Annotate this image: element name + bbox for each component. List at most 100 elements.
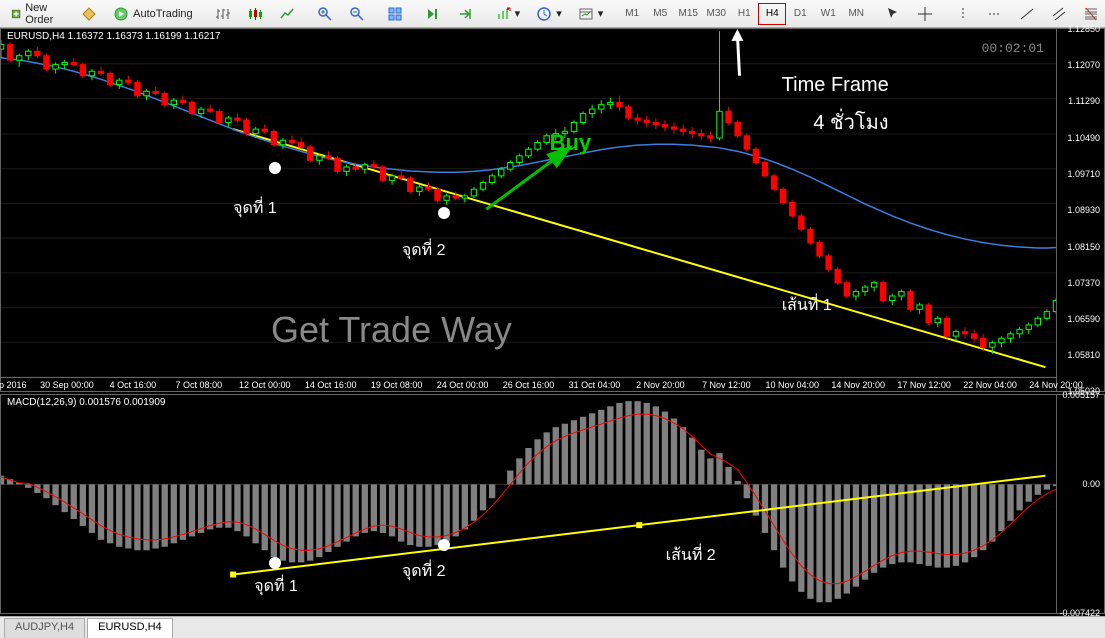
channel-icon <box>1051 6 1067 22</box>
expert-advisors-button[interactable] <box>74 3 104 25</box>
tile-windows-button[interactable] <box>380 3 410 25</box>
crosshair-button[interactable] <box>910 3 940 25</box>
periods-button[interactable]: ▾ <box>529 3 569 25</box>
chart-tab[interactable]: AUDJPY,H4 <box>4 618 85 638</box>
timeframe-m15-button[interactable]: M15 <box>674 3 702 25</box>
grid-icon <box>387 6 403 22</box>
y-tick-label: 1.11290 <box>1068 96 1100 106</box>
order-icon <box>11 6 21 22</box>
x-tick-label: 17 Nov 12:00 <box>897 380 951 390</box>
main-chart-svg <box>1 29 1056 377</box>
macd-point-2-dot <box>438 539 450 551</box>
chart-tabs: AUDJPY,H4EURUSD,H4 <box>0 616 1105 638</box>
timeframe-h4-button[interactable]: H4 <box>758 3 786 25</box>
timeframe-w1-button[interactable]: W1 <box>814 3 842 25</box>
y-tick-label: 1.08930 <box>1067 205 1100 215</box>
template-icon <box>578 6 594 22</box>
x-tick-label: 22 Nov 04:00 <box>963 380 1017 390</box>
point-1-dot <box>269 162 281 174</box>
x-tick-label: 30 Sep 00:00 <box>40 380 94 390</box>
main-plot-area: Get Trade Way จุดที่ 1 จุดที่ 2 เส้นที่ … <box>1 29 1056 377</box>
zoom-in-button[interactable] <box>310 3 340 25</box>
main-x-axis: 27 Sep 2016 30 Sep 00:00 4 Oct 16:00 7 Oct … <box>1 377 1056 391</box>
timeframe-mn-button[interactable]: MN <box>842 3 870 25</box>
main-price-chart[interactable]: EURUSD,H4 1.16372 1.16373 1.16199 1.1621… <box>0 28 1105 392</box>
x-tick-label: 19 Oct 08:00 <box>371 380 423 390</box>
x-tick-label: 2 Nov 20:00 <box>636 380 685 390</box>
chart-container: EURUSD,H4 1.16372 1.16373 1.16199 1.1621… <box>0 28 1105 616</box>
indicators-button[interactable]: ▾ <box>488 3 528 25</box>
y-tick-label: 1.10490 <box>1067 133 1100 143</box>
y-tick-label: 1.09710 <box>1067 169 1100 179</box>
macd-title: MACD(12,26,9) 0.001576 0.001909 <box>7 397 165 408</box>
x-tick-label: 26 Oct 16:00 <box>503 380 555 390</box>
clock-icon <box>536 6 552 22</box>
cursor-button[interactable] <box>878 3 908 25</box>
x-tick-label: 14 Nov 20:00 <box>831 380 885 390</box>
new-order-button[interactable]: New Order <box>4 3 66 25</box>
cursor-icon <box>885 6 901 22</box>
line-chart-button[interactable] <box>272 3 302 25</box>
x-tick-label: 10 Nov 04:00 <box>765 380 819 390</box>
fibo-button[interactable] <box>1076 3 1105 25</box>
y-tick-label: 1.08150 <box>1067 242 1100 252</box>
zoom-in-icon <box>317 6 333 22</box>
macd-y-tick-label: 0.00 <box>1082 479 1100 489</box>
x-tick-label: 12 Oct 00:00 <box>239 380 291 390</box>
bars-icon <box>215 6 231 22</box>
x-tick-label: 7 Nov 12:00 <box>702 380 751 390</box>
vline-button[interactable] <box>948 3 978 25</box>
timeframe-m5-button[interactable]: M5 <box>646 3 674 25</box>
trendline-icon <box>1019 6 1035 22</box>
vline-icon <box>955 6 971 22</box>
macd-chart[interactable]: MACD(12,26,9) 0.001576 0.001909 จุดที่ 1… <box>0 394 1105 614</box>
macd-svg <box>1 395 1056 613</box>
hline-button[interactable] <box>980 3 1010 25</box>
scroll-end-icon <box>425 6 441 22</box>
diamond-icon <box>81 6 97 22</box>
x-tick-label: 4 Oct 16:00 <box>110 380 157 390</box>
y-tick-label: 1.12070 <box>1067 60 1100 70</box>
timeframe-h1-button[interactable]: H1 <box>730 3 758 25</box>
x-tick-label: 24 Oct 00:00 <box>437 380 489 390</box>
autotrading-button[interactable]: AutoTrading <box>106 3 200 25</box>
timeframe-buttons: M1M5M15M30H1H4D1W1MN <box>618 3 870 25</box>
macd-plot-area: จุดที่ 1 จุดที่ 2 เส้นที่ 2 <box>1 395 1056 613</box>
trendline-button[interactable] <box>1012 3 1042 25</box>
x-tick-label: 27 Sep 2016 <box>0 380 27 390</box>
chart-title: EURUSD,H4 1.16372 1.16373 1.16199 1.1621… <box>7 31 221 42</box>
x-tick-label: 24 Nov 20:00 <box>1029 380 1083 390</box>
timeframe-d1-button[interactable]: D1 <box>786 3 814 25</box>
crosshair-icon <box>917 6 933 22</box>
zoom-out-button[interactable] <box>342 3 372 25</box>
line-icon <box>279 6 295 22</box>
point-2-dot <box>438 207 450 219</box>
x-tick-label: 31 Oct 04:00 <box>569 380 621 390</box>
shift-icon <box>457 6 473 22</box>
y-tick-label: 1.06590 <box>1067 314 1100 324</box>
chart-tab[interactable]: EURUSD,H4 <box>87 618 173 638</box>
indicators-icon <box>495 6 511 22</box>
new-order-label: New Order <box>25 2 59 26</box>
macd-y-tick-label: 0.005157 <box>1062 390 1100 400</box>
candle-chart-button[interactable] <box>240 3 270 25</box>
timeframe-m30-button[interactable]: M30 <box>702 3 730 25</box>
y-tick-label: 1.12850 <box>1067 24 1100 34</box>
y-tick-label: 1.07370 <box>1067 278 1100 288</box>
scroll-end-button[interactable] <box>418 3 448 25</box>
templates-button[interactable]: ▾ <box>571 3 611 25</box>
x-tick-label: 14 Oct 16:00 <box>305 380 357 390</box>
channel-button[interactable] <box>1044 3 1074 25</box>
zoom-out-icon <box>349 6 365 22</box>
main-y-axis: 1.128501.120701.112901.104901.097101.089… <box>1056 29 1104 391</box>
autotrading-label: AutoTrading <box>133 8 193 20</box>
candles-icon <box>247 6 263 22</box>
macd-y-axis: 0.0051570.00-0.007422 <box>1056 395 1104 613</box>
y-tick-label: 1.05810 <box>1067 350 1100 360</box>
timeframe-m1-button[interactable]: M1 <box>618 3 646 25</box>
bar-chart-button[interactable] <box>208 3 238 25</box>
shift-button[interactable] <box>450 3 480 25</box>
play-icon <box>113 6 129 22</box>
x-tick-label: 7 Oct 08:00 <box>176 380 223 390</box>
fibo-icon <box>1083 6 1099 22</box>
